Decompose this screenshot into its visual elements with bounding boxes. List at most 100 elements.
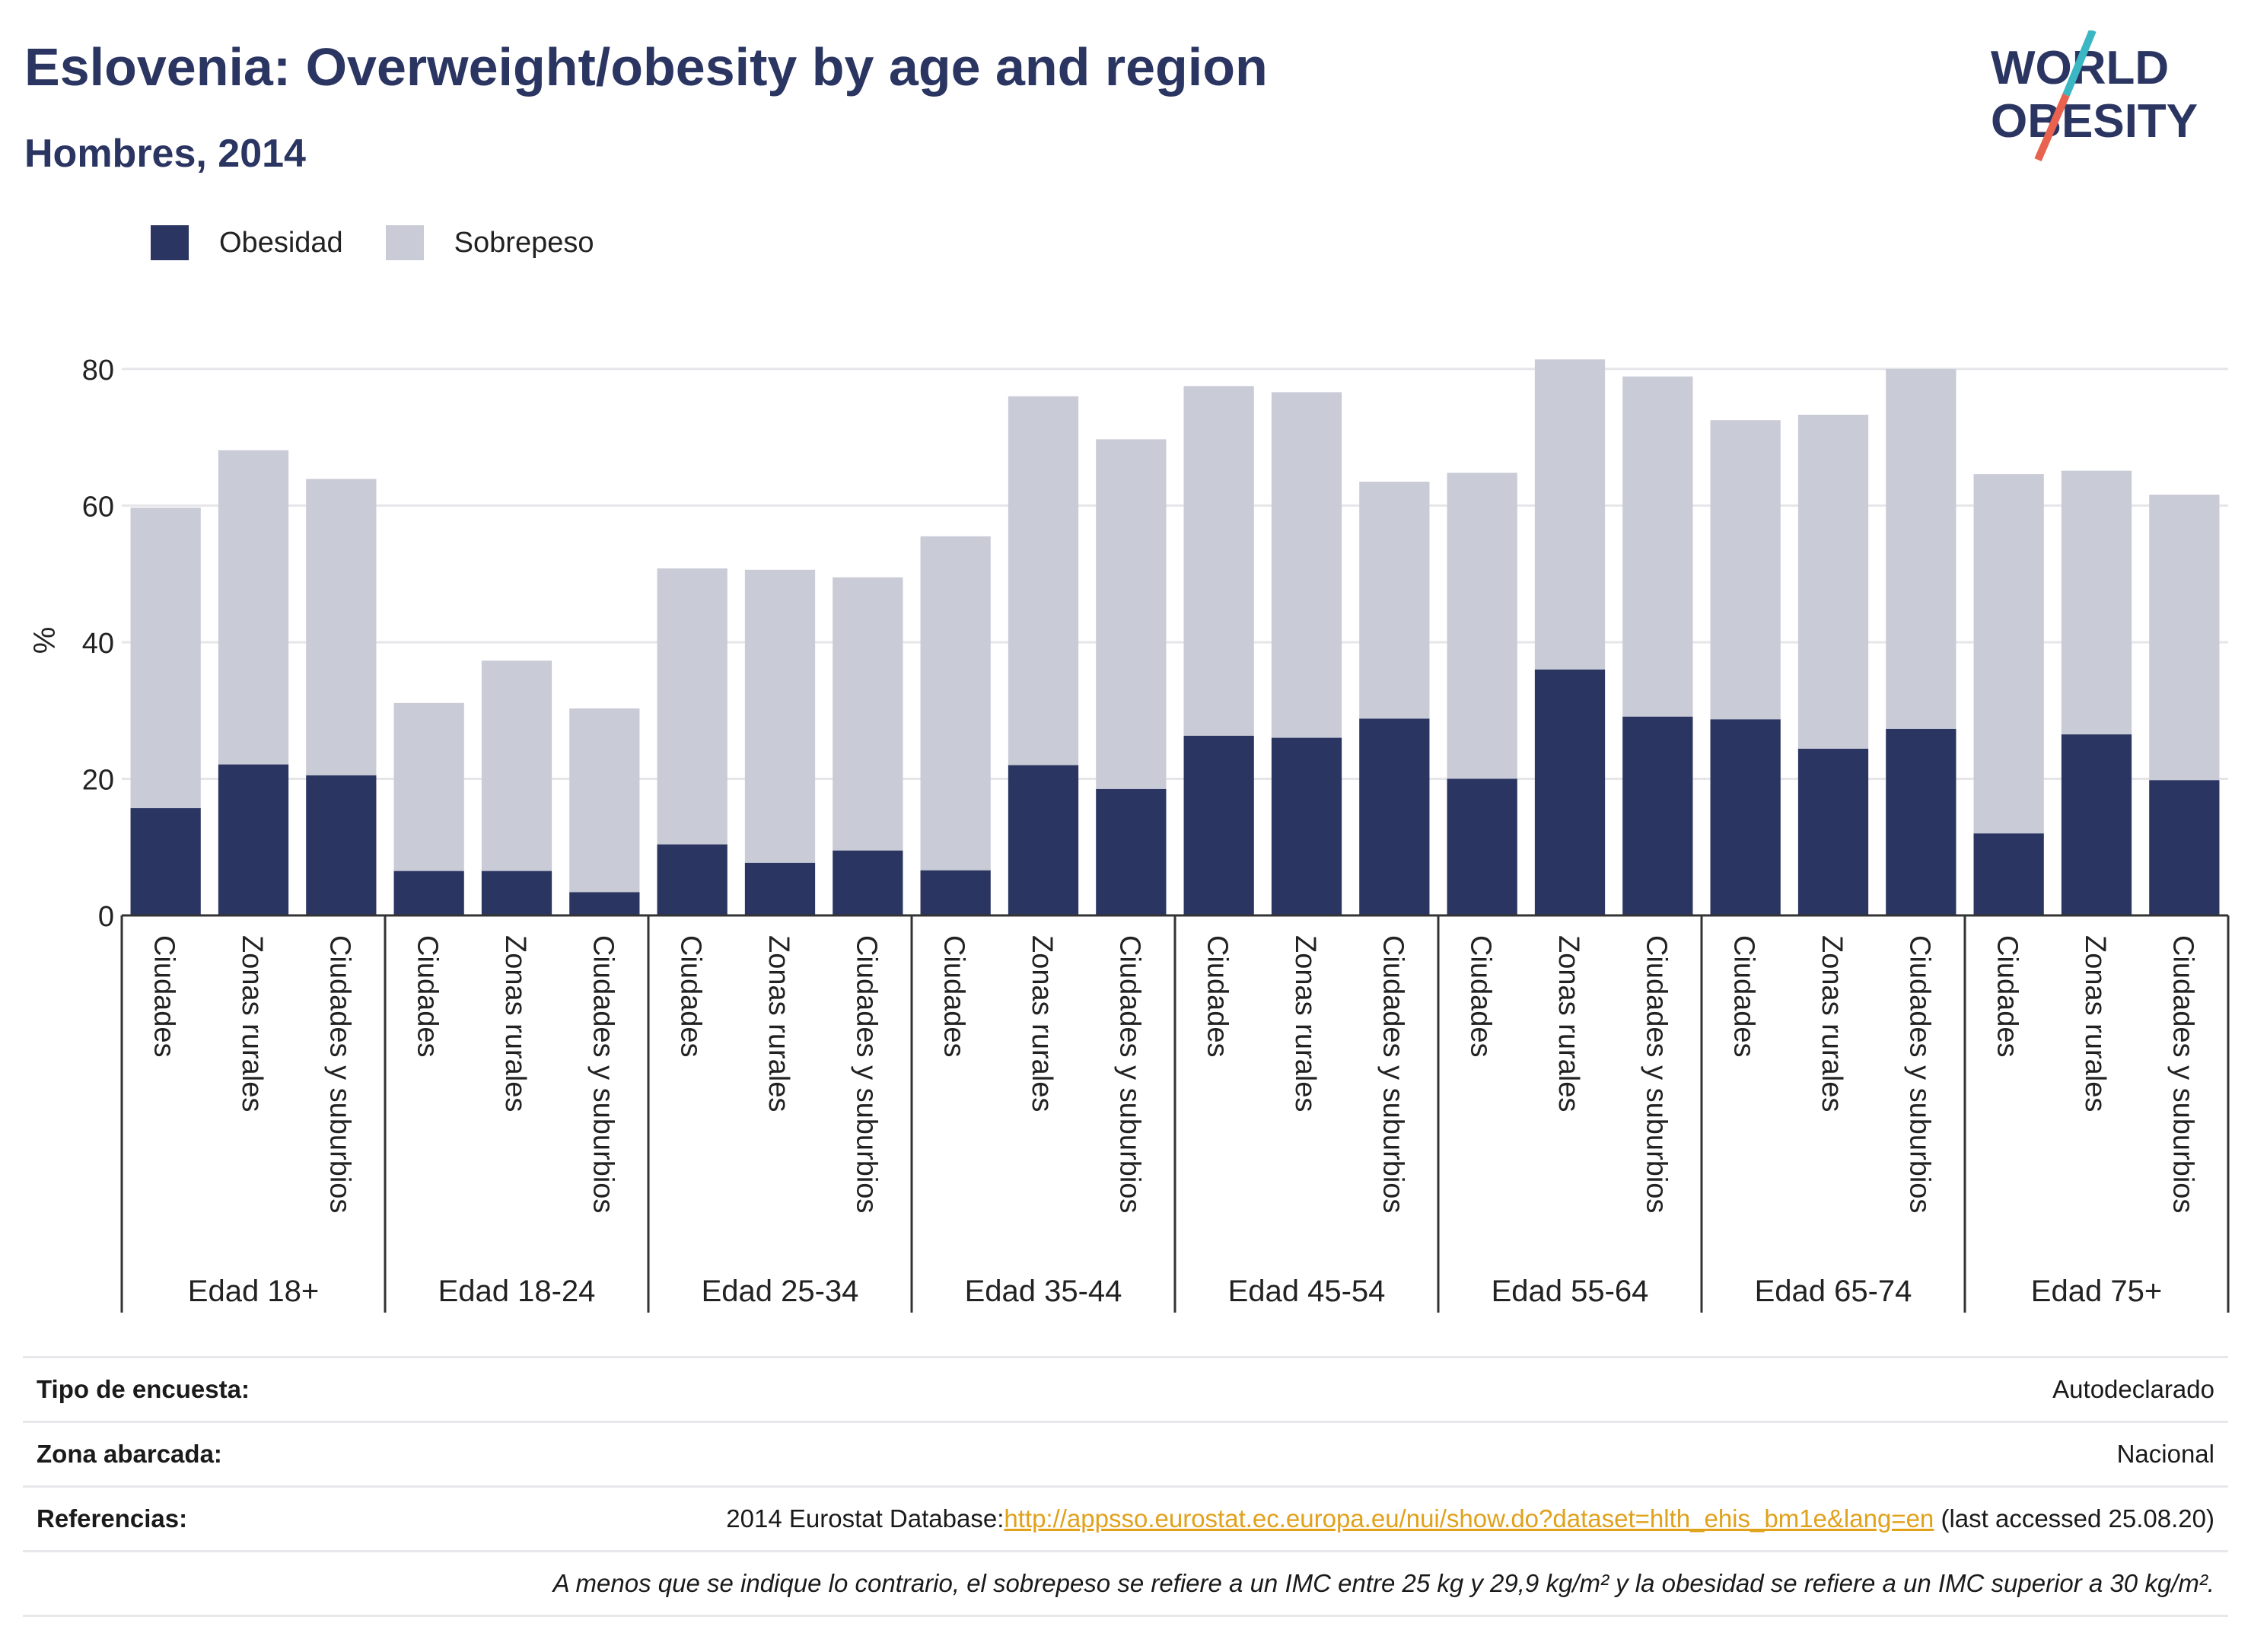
x-subcategory-label: Ciudades y suburbios	[850, 935, 882, 1213]
x-subcategory-label: Ciudades y suburbios	[1113, 935, 1145, 1213]
bar-obesidad	[833, 850, 903, 915]
bar-sobrepeso	[130, 508, 201, 809]
x-subcategory-label: Zonas rurales	[2079, 935, 2111, 1112]
x-subcategory-label: Zonas rurales	[1552, 935, 1584, 1112]
legend-swatch-sobrepeso	[385, 225, 424, 260]
y-tick-label: 0	[98, 901, 114, 933]
y-tick-label: 60	[82, 491, 114, 523]
definition-note: A menos que se indique lo contrario, el …	[552, 1569, 2214, 1597]
bar-obesidad	[2061, 734, 2132, 915]
y-tick-label: 20	[82, 764, 114, 796]
x-subcategory-label: Ciudades y suburbios	[2167, 935, 2198, 1213]
bar-sobrepeso	[2061, 470, 2132, 735]
bar-obesidad	[1183, 735, 1254, 915]
bar-obesidad	[1271, 737, 1342, 915]
bar-sobrepeso	[744, 569, 816, 863]
reference-suffix: (last accessed 25.08.20)	[1934, 1504, 2214, 1533]
x-subcategory-label: Zonas rurales	[1816, 935, 1848, 1112]
legend-item-sobrepeso: Sobrepeso	[385, 225, 594, 260]
bar-obesidad	[130, 808, 201, 915]
legend-swatch-obesidad	[151, 225, 189, 260]
legend-label-obesidad: Obesidad	[219, 226, 343, 259]
bar-sobrepeso	[481, 660, 552, 871]
x-group-label: Edad 75+	[2031, 1275, 2162, 1308]
info-value: 2014 Eurostat Database:http://appsso.eur…	[726, 1504, 2214, 1533]
page-title: Eslovenia: Overweight/obesity by age and…	[24, 37, 1268, 97]
bar-sobrepeso	[1534, 359, 1606, 670]
bar-sobrepeso	[1710, 420, 1781, 720]
logo-slash-bottom	[2034, 94, 2070, 161]
bar-obesidad	[306, 775, 377, 915]
x-subcategory-label: Ciudades y suburbios	[587, 935, 619, 1213]
x-subcategory-label: Ciudades	[1202, 935, 1234, 1058]
bar-sobrepeso	[1271, 392, 1342, 738]
y-tick-label: 80	[82, 355, 114, 387]
bar-obesidad	[569, 892, 640, 915]
bar-obesidad	[481, 871, 552, 915]
info-value: Autodeclarado	[2052, 1375, 2214, 1403]
info-label: Zona abarcada:	[37, 1440, 222, 1468]
x-group-label: Edad 65-74	[1755, 1275, 1912, 1308]
bar-sobrepeso	[306, 479, 377, 775]
bar-sobrepeso	[1973, 474, 2044, 834]
info-label: Tipo de encuesta:	[37, 1375, 250, 1403]
x-subcategory-label: Ciudades	[938, 935, 970, 1058]
x-subcategory-label: Ciudades y suburbios	[1903, 935, 1935, 1213]
bar-sobrepeso	[1008, 396, 1079, 766]
info-row-references: Referencias: 2014 Eurostat Database:http…	[23, 1485, 2228, 1550]
logo-slash-top	[2062, 30, 2097, 97]
x-subcategory-label: Ciudades	[1992, 935, 2023, 1058]
x-subcategory-label: Ciudades	[675, 935, 707, 1058]
bar-obesidad	[1096, 788, 1167, 915]
x-subcategory-label: Zonas rurales	[236, 935, 268, 1112]
page-subtitle: Hombres, 2014	[24, 132, 306, 176]
reference-link[interactable]: http://appsso.eurostat.ec.europa.eu/nui/…	[1004, 1504, 1934, 1533]
x-group-label: Edad 55-64	[1492, 1275, 1649, 1308]
y-tick-label: 40	[82, 628, 114, 660]
x-subcategory-label: Ciudades y suburbios	[323, 935, 355, 1213]
info-row-survey: Tipo de encuesta: Autodeclarado	[23, 1356, 2228, 1421]
bar-obesidad	[1359, 718, 1430, 915]
bar-obesidad	[1710, 719, 1781, 915]
info-row-area: Zona abarcada: Nacional	[23, 1421, 2228, 1485]
bar-obesidad	[1447, 778, 1517, 915]
stacked-bar-chart: 0 20 40 60 80% Ciudades Zonas rurales Ciudades …	[28, 355, 2230, 1313]
info-value: Nacional	[2116, 1440, 2214, 1468]
x-group-label: Edad 18+	[188, 1275, 319, 1308]
world-obesity-logo: WORLD OBESITY	[1991, 30, 2198, 161]
x-subcategory-label: Zonas rurales	[1026, 935, 1058, 1112]
x-group-label: Edad 18-24	[438, 1275, 596, 1308]
bar-sobrepeso	[1886, 368, 1956, 729]
bar-sobrepeso	[569, 708, 640, 893]
bar-sobrepeso	[1622, 376, 1693, 717]
x-subcategory-label: Ciudades y suburbios	[1377, 935, 1409, 1213]
bar-obesidad	[1886, 728, 1956, 915]
bar-obesidad	[393, 871, 464, 915]
reference-prefix: 2014 Eurostat Database:	[726, 1504, 1005, 1533]
bar-obesidad	[2149, 780, 2220, 915]
bar-obesidad	[657, 844, 728, 915]
bar-obesidad	[218, 764, 289, 915]
bar-sobrepeso	[657, 568, 728, 845]
bar-sobrepeso	[393, 702, 464, 871]
legend-label-sobrepeso: Sobrepeso	[454, 226, 594, 259]
x-subcategory-label: Ciudades	[1728, 935, 1760, 1058]
logo-line2: OBESITY	[1991, 95, 2198, 148]
x-subcategory-label: Ciudades	[412, 935, 444, 1058]
bar-obesidad	[1008, 765, 1079, 915]
bar-sobrepeso	[1797, 415, 1869, 749]
bar-sobrepeso	[1359, 481, 1430, 719]
bar-obesidad	[1622, 716, 1693, 915]
x-group-label: Edad 45-54	[1228, 1275, 1386, 1308]
y-axis-label: %	[28, 627, 62, 654]
x-subcategory-label: Zonas rurales	[1289, 935, 1321, 1112]
info-label: Referencias:	[37, 1504, 188, 1533]
bar-sobrepeso	[2149, 495, 2220, 781]
bar-sobrepeso	[1447, 473, 1517, 779]
x-subcategory-label: Ciudades	[1465, 935, 1497, 1058]
legend-item-obesidad: Obesidad	[151, 225, 343, 260]
bar-obesidad	[1973, 833, 2044, 915]
x-subcategory-label: Zonas rurales	[499, 935, 531, 1112]
bar-obesidad	[920, 870, 991, 915]
x-group-label: Edad 25-34	[702, 1275, 859, 1308]
